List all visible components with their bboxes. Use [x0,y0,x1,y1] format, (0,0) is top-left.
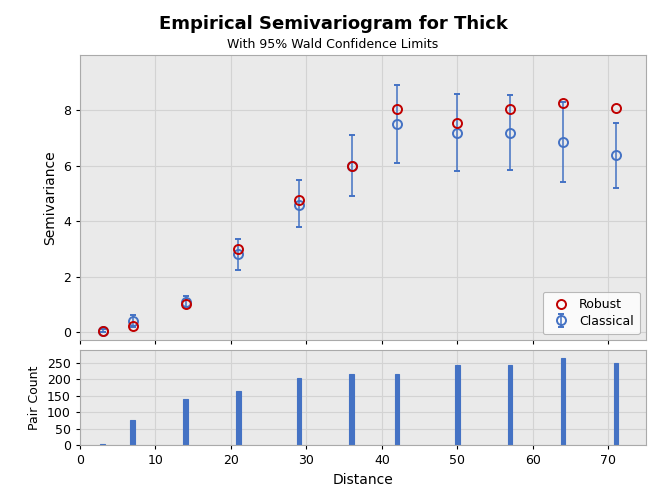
Bar [613,363,618,445]
Robust [559,100,567,106]
Bar [350,374,354,445]
Robust [99,328,107,334]
Y-axis label: Semivariance: Semivariance [43,150,57,245]
Robust [348,163,356,169]
Bar [508,364,512,445]
Robust [454,120,462,126]
Line: Robust: Robust [98,99,620,335]
Text: With 95% Wald Confidence Limits: With 95% Wald Confidence Limits [227,38,439,51]
Bar [455,364,460,445]
Bar [183,399,188,445]
Bar [236,391,240,445]
Legend: Robust, Classical: Robust, Classical [543,292,640,334]
Bar [131,420,135,445]
Bar [561,358,565,445]
Bar [101,444,105,445]
Bar [395,374,399,445]
Robust [129,323,137,329]
Robust [393,106,401,112]
Robust [182,302,190,308]
Robust [612,104,620,110]
Robust [295,198,303,203]
X-axis label: Distance: Distance [332,472,394,486]
Robust [234,246,242,252]
Bar [296,378,301,445]
Text: Empirical Semivariogram for Thick: Empirical Semivariogram for Thick [159,15,507,33]
Y-axis label: Pair Count: Pair Count [29,366,41,430]
Robust [506,106,514,112]
